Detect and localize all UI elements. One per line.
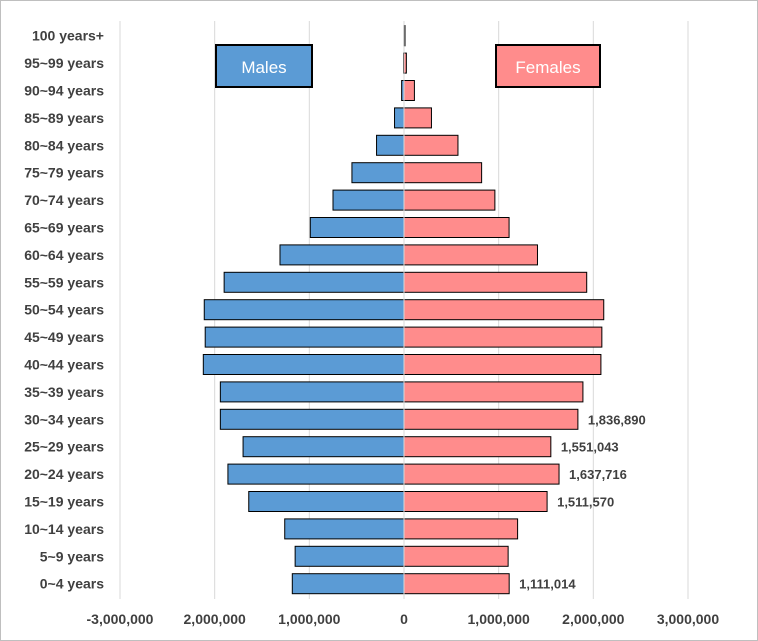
- legend: Males Females: [215, 44, 601, 88]
- x-tick-labels: -3,000,000 2,000,000 1,000,000 0 1,000,000 2,…: [87, 611, 720, 627]
- bar-females-18: [403, 80, 415, 101]
- bar-females-17: [403, 107, 432, 129]
- category-label: 60~64 years: [24, 247, 104, 263]
- category-label: 100 years+: [32, 28, 104, 44]
- bar-females-15: [403, 162, 483, 184]
- data-label: 1,511,570: [557, 495, 614, 510]
- bar-females-14: [403, 189, 496, 211]
- x-tick-label: 1,000,000: [468, 611, 530, 627]
- category-label: 25~29 years: [24, 439, 104, 455]
- bar-males-7: [219, 381, 405, 403]
- bar-males-9: [204, 326, 405, 348]
- category-label: 75~79 years: [24, 165, 104, 181]
- bar-females-0: [403, 573, 510, 595]
- bar-females-4: [403, 463, 560, 485]
- bar-females-12: [403, 244, 538, 266]
- x-tick-label: 2,000,000: [184, 611, 246, 627]
- category-label: 10~14 years: [24, 521, 104, 537]
- x-tick-label: 2,000,000: [562, 611, 624, 627]
- category-label: 65~69 years: [24, 220, 104, 236]
- bar-males-12: [279, 244, 405, 266]
- category-label: 70~74 years: [24, 192, 104, 208]
- legend-males-label: Males: [241, 58, 286, 77]
- category-label: 30~34 years: [24, 411, 104, 427]
- bar-females-9: [403, 326, 603, 348]
- bar-males-11: [223, 271, 405, 293]
- category-labels: 0~4 years 5~9 years 10~14 years 15~19 years…: [24, 28, 104, 592]
- x-tick-label: 1,000,000: [278, 611, 340, 627]
- bar-females-5: [403, 436, 552, 458]
- bar-females-11: [403, 271, 588, 293]
- data-label: 1,111,014: [519, 577, 576, 592]
- bar-females-13: [403, 217, 510, 238]
- x-tick-label: -3,000,000: [87, 611, 154, 627]
- category-label: 80~84 years: [24, 137, 104, 153]
- bar-males-1: [294, 545, 405, 567]
- data-labels: 1,836,890 1,551,043 1,637,716 1,511,570 1,11…: [519, 412, 646, 591]
- bar-females-2: [403, 518, 519, 540]
- category-label: 45~49 years: [24, 329, 104, 345]
- category-label: 35~39 years: [24, 384, 104, 400]
- bar-males-17: [394, 107, 405, 129]
- bar-females-16: [403, 134, 459, 156]
- data-label: 1,836,890: [588, 412, 646, 427]
- legend-females-box: [495, 44, 601, 88]
- category-label: 40~44 years: [24, 357, 104, 373]
- category-label: 85~89 years: [24, 110, 104, 126]
- category-label: 15~19 years: [24, 494, 104, 510]
- bar-males-3: [248, 491, 405, 512]
- category-label: 95~99 years: [24, 55, 104, 71]
- legend-females-label: Females: [515, 58, 580, 77]
- category-label: 20~24 years: [24, 466, 104, 482]
- bar-males-6: [219, 408, 405, 430]
- data-label: 1,637,716: [569, 467, 627, 482]
- bars: [202, 25, 605, 595]
- bar-males-0: [291, 573, 405, 595]
- x-tick-label: 3,000,000: [657, 611, 719, 627]
- category-label: 90~94 years: [24, 83, 104, 99]
- bar-males-2: [284, 518, 405, 540]
- category-label: 55~59 years: [24, 274, 104, 290]
- bar-males-8: [202, 354, 405, 375]
- bar-females-10: [403, 299, 605, 321]
- bar-females-6: [403, 408, 579, 430]
- bar-females-8: [403, 354, 602, 375]
- bar-males-13: [309, 217, 405, 238]
- bar-males-10: [203, 299, 405, 321]
- bar-males-5: [242, 436, 405, 458]
- bar-females-1: [403, 545, 509, 567]
- category-label: 0~4 years: [40, 576, 104, 592]
- category-label: 50~54 years: [24, 302, 104, 318]
- bar-females-3: [403, 491, 548, 512]
- x-tick-label: 0: [400, 611, 408, 627]
- bar-males-14: [332, 189, 405, 211]
- category-label: 5~9 years: [40, 548, 104, 564]
- bar-males-4: [227, 463, 405, 485]
- bar-males-16: [376, 134, 405, 156]
- legend-males-box: [215, 44, 313, 88]
- bar-females-7: [403, 381, 584, 403]
- data-label: 1,551,043: [561, 440, 619, 455]
- bar-males-15: [351, 162, 405, 184]
